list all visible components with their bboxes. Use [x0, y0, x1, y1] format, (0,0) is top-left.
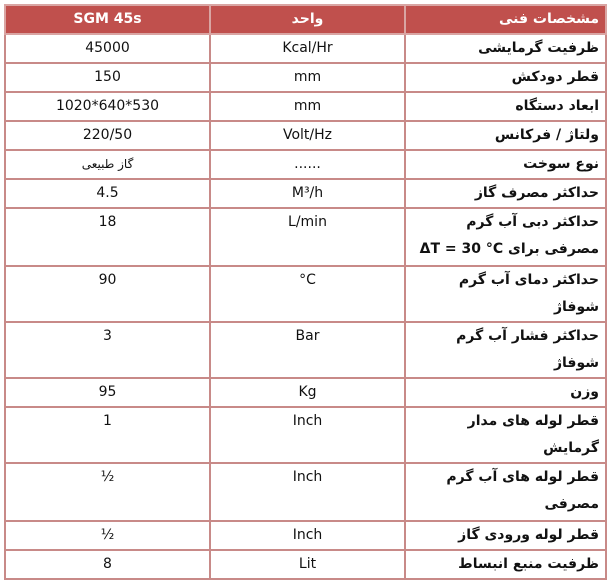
table-row: 150 mm قطر دودکش [4, 62, 607, 93]
spec-cell: حداکثر مصرف گاز [404, 178, 607, 209]
unit-cell: Kcal/Hr [209, 33, 406, 64]
table-row: 45000 Kcal/Hr ظرفیت گرمایشی [4, 33, 607, 64]
value-cell: ½ [4, 462, 211, 522]
spec-cell: حداکثر دمای آب گرم شوفاژ [404, 265, 607, 323]
spec-cell: حداکثر فشار آب گرم شوفاژ [404, 321, 607, 379]
spec-cell: قطر لوله های مدار گرمایش [404, 406, 607, 464]
value-cell: 150 [4, 62, 211, 93]
spec-table: SGM 45s واحد مشخصات فنی 45000 Kcal/Hr ظرفی… [4, 4, 607, 580]
table-row: 220/50 Volt/Hz ولتاژ / فرکانس [4, 120, 607, 151]
spec-cell: قطر لوله ورودی گاز [404, 520, 607, 551]
spec-cell: ظرفیت گرمایشی [404, 33, 607, 64]
spec-cell: ولتاژ / فرکانس [404, 120, 607, 151]
header-unit: واحد [209, 4, 406, 35]
table-row: 1020*640*530 mm ابعاد دستگاه [4, 91, 607, 122]
spec-cell: قطر دودکش [404, 62, 607, 93]
header-spec: مشخصات فنی [404, 4, 607, 35]
unit-cell: Inch [209, 406, 406, 464]
spec-cell: حداکثر دبی آب گرم مصرفی برای ΔT = 30 °C [404, 207, 607, 267]
spec-cell: قطر لوله های آب گرم مصرفی [404, 462, 607, 522]
unit-cell: L/min [209, 207, 406, 267]
value-cell: گاز طبیعی [4, 149, 211, 180]
value-cell: 90 [4, 265, 211, 323]
table-row: 18 L/min حداکثر دبی آب گرم مصرفی برای ΔT =… [4, 207, 607, 267]
unit-cell: Bar [209, 321, 406, 379]
value-cell: 95 [4, 377, 211, 408]
unit-cell: mm [209, 91, 406, 122]
spec-cell: ظرفیت منبع انبساط [404, 549, 607, 580]
value-cell: 8 [4, 549, 211, 580]
value-cell: 1 [4, 406, 211, 464]
table-row: 3 Bar حداکثر فشار آب گرم شوفاژ [4, 321, 607, 379]
unit-cell: ...... [209, 149, 406, 180]
header-model: SGM 45s [4, 4, 211, 35]
spec-cell: وزن [404, 377, 607, 408]
unit-cell: Inch [209, 520, 406, 551]
table-row: گاز طبیعی...... نوع سوخت [4, 149, 607, 180]
value-cell: ½ [4, 520, 211, 551]
unit-cell: Volt/Hz [209, 120, 406, 151]
table-row: 4.5 M³/h حداکثر مصرف گاز [4, 178, 607, 209]
value-cell: 220/50 [4, 120, 211, 151]
spec-cell: نوع سوخت [404, 149, 607, 180]
value-cell: 4.5 [4, 178, 211, 209]
unit-cell: Lit [209, 549, 406, 580]
spec-cell: ابعاد دستگاه [404, 91, 607, 122]
value-cell: 18 [4, 207, 211, 267]
value-cell: 3 [4, 321, 211, 379]
table-row: 8 Lit ظرفیت منبع انبساط [4, 549, 607, 580]
table-row: ½ Inch قطر لوله های آب گرم مصرفی [4, 462, 607, 522]
unit-cell: °C [209, 265, 406, 323]
table-row: 90 °C حداکثر دمای آب گرم شوفاژ [4, 265, 607, 323]
unit-cell: Inch [209, 462, 406, 522]
table-row: 95 Kg وزن [4, 377, 607, 408]
unit-cell: Kg [209, 377, 406, 408]
table-row: ½ Inch قطر لوله ورودی گاز [4, 520, 607, 551]
table-row: 1 Inch قطر لوله های مدار گرمایش [4, 406, 607, 464]
unit-cell: M³/h [209, 178, 406, 209]
unit-cell: mm [209, 62, 406, 93]
value-cell: 1020*640*530 [4, 91, 211, 122]
value-cell: 45000 [4, 33, 211, 64]
table-header: SGM 45s واحد مشخصات فنی [4, 4, 607, 35]
